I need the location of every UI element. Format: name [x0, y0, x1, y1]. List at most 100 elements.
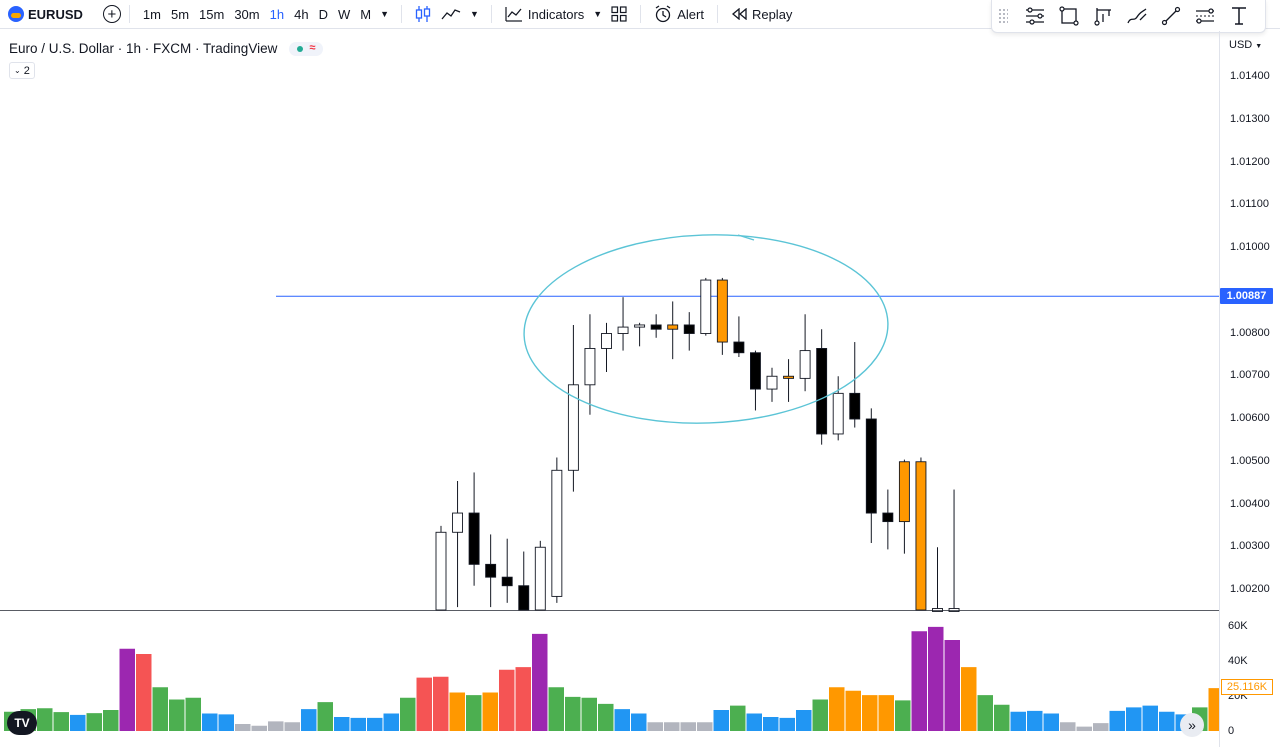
candle-body — [766, 375, 778, 390]
candle[interactable] — [865, 408, 877, 543]
candle[interactable] — [915, 457, 927, 611]
volume-bar — [977, 695, 993, 731]
volume-bar — [136, 654, 152, 731]
volume-bar — [532, 633, 548, 731]
tradingview-logo-icon[interactable]: TV — [7, 711, 37, 735]
candle[interactable] — [501, 538, 513, 603]
interval-D[interactable]: D — [318, 6, 328, 22]
fib-tool-button[interactable] — [1086, 2, 1120, 30]
interval-1m[interactable]: 1m — [142, 6, 161, 22]
candles-chart-type-button[interactable] — [410, 5, 436, 23]
price-tick-label: 1.00700 — [1230, 369, 1270, 382]
interval-15m[interactable]: 15m — [199, 6, 225, 22]
candle[interactable] — [948, 489, 960, 612]
candle[interactable] — [485, 534, 497, 608]
volume-bar — [1027, 710, 1043, 731]
channel-tool-button[interactable] — [1188, 2, 1222, 30]
candle[interactable] — [452, 480, 463, 608]
candle-body — [485, 563, 497, 578]
compare-symbol-plus-icon[interactable]: + — [102, 5, 121, 23]
candle[interactable] — [683, 312, 695, 351]
price-tick-label: 1.00300 — [1230, 540, 1270, 553]
symbol-label[interactable]: EURUSD — [28, 6, 83, 22]
interval-1h[interactable]: 1h — [269, 6, 285, 22]
chart-canvas[interactable] — [0, 0, 1219, 747]
data-delay-wave-icon: ≈ — [309, 42, 316, 54]
candle[interactable] — [750, 350, 761, 411]
rectangle-tool-button[interactable] — [1052, 2, 1086, 30]
alert-button[interactable]: Alert — [649, 0, 709, 29]
toolbar-divider — [128, 5, 130, 23]
currency-label[interactable]: USD ▼ — [1229, 39, 1263, 51]
volume-bar — [829, 687, 845, 731]
interval-W[interactable]: W — [337, 6, 351, 22]
candle[interactable] — [601, 322, 612, 372]
volume-bar — [911, 631, 927, 731]
interval-5m[interactable]: 5m — [170, 6, 190, 22]
candle[interactable] — [634, 322, 646, 347]
candle[interactable] — [783, 359, 794, 402]
candle[interactable] — [435, 525, 447, 611]
replay-button[interactable]: Replay — [726, 0, 797, 29]
line-chart-type-button[interactable] — [436, 7, 466, 21]
candle[interactable] — [898, 459, 910, 554]
candle[interactable] — [584, 314, 596, 415]
line-tool-button[interactable] — [1154, 2, 1188, 30]
symbol-search[interactable]: EURUSD — [0, 0, 83, 29]
candle[interactable] — [882, 489, 894, 550]
legend-collapse-button[interactable]: ⌄ 2 — [9, 62, 35, 79]
candle-body — [601, 333, 612, 349]
volume-bar — [53, 712, 69, 731]
candle[interactable] — [832, 376, 844, 441]
candle[interactable] — [700, 277, 712, 336]
rewind-icon — [731, 8, 747, 20]
volume-bar — [944, 640, 960, 731]
hand-drawn-ellipse-annotation[interactable] — [521, 229, 891, 430]
indicators-button[interactable]: Indicators — [500, 0, 589, 29]
text-tool-button[interactable] — [1222, 2, 1256, 30]
volume-bar — [1159, 711, 1175, 731]
candle[interactable] — [766, 367, 778, 402]
interval-dropdown-chevron-icon[interactable]: ▼ — [380, 9, 389, 19]
trend-line-templates-button[interactable] — [1018, 2, 1052, 30]
candle-body — [617, 326, 629, 334]
candle[interactable] — [816, 329, 828, 445]
candle[interactable] — [667, 301, 679, 360]
scroll-to-realtime-button[interactable]: » — [1180, 713, 1204, 737]
candle-body — [518, 585, 530, 611]
candle[interactable] — [932, 547, 943, 612]
candle[interactable] — [551, 457, 563, 603]
candle[interactable] — [518, 551, 530, 611]
candle[interactable] — [468, 472, 480, 586]
candle[interactable] — [567, 324, 579, 492]
volume-bar — [631, 713, 647, 731]
volume-bar — [763, 717, 779, 731]
price-scale[interactable]: USD ▼ 1.01400 1.01300 1.01200 1.01100 1.0100… — [1219, 31, 1280, 747]
volume-bar — [86, 713, 102, 731]
brush-tool-button[interactable] — [1120, 2, 1154, 30]
candle[interactable] — [716, 277, 728, 355]
candle[interactable] — [617, 297, 629, 351]
legend-title[interactable]: Euro / U.S. Dollar · 1h · FXCM · Trading… — [9, 41, 278, 56]
candle[interactable] — [534, 540, 546, 611]
layouts-button[interactable] — [606, 6, 632, 22]
layout-grid-icon — [611, 6, 627, 22]
pane-separator[interactable] — [0, 610, 1219, 611]
chart-type-chevron-icon[interactable]: ▼ — [470, 9, 479, 19]
candle[interactable] — [799, 314, 811, 392]
candle-body — [435, 531, 447, 611]
candle[interactable] — [733, 316, 745, 358]
currency-chevron-icon: ▼ — [1255, 43, 1263, 50]
candle[interactable] — [849, 342, 861, 428]
volume-bar — [779, 717, 795, 731]
interval-30m[interactable]: 30m — [234, 6, 260, 22]
interval-4h[interactable]: 4h — [294, 6, 309, 22]
market-status-badge[interactable]: ≈ — [289, 41, 324, 56]
candle[interactable] — [650, 314, 662, 338]
volume-bar — [482, 692, 498, 731]
interval-M[interactable]: M — [360, 6, 372, 22]
indicators-chevron-icon[interactable]: ▼ — [593, 9, 603, 19]
volume-bar — [746, 713, 762, 731]
drag-handle-icon[interactable] — [998, 8, 1008, 24]
volume-bar — [1060, 722, 1076, 731]
